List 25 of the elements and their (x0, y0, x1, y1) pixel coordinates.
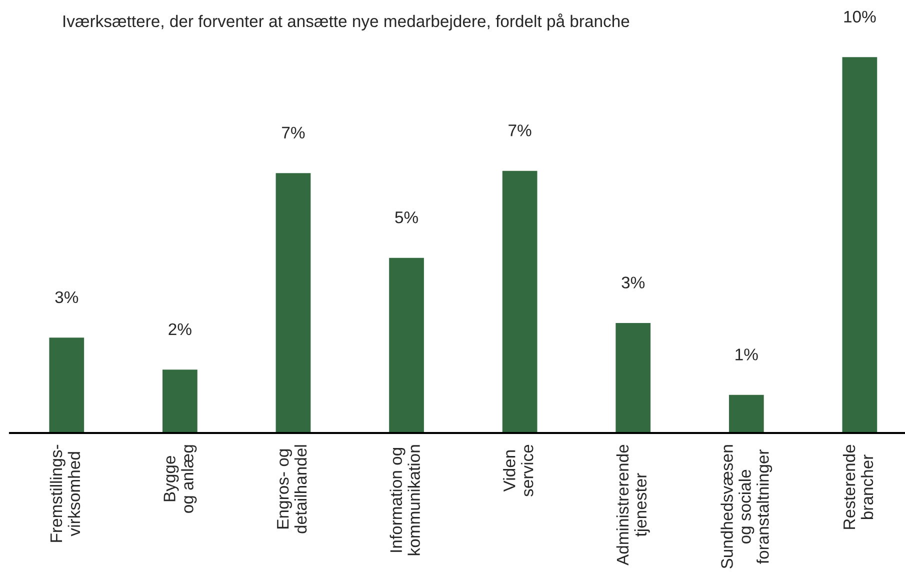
data-label: 1% (736, 348, 758, 360)
data-label: 3% (622, 276, 645, 288)
data-label: 7% (508, 124, 532, 136)
x-tick-label: Administrerende tjenester (616, 444, 650, 566)
x-tick-label: Fremstillings- virksomhed (50, 444, 80, 542)
bar (48, 336, 86, 433)
x-tick-label: Engros- og detailhandel (277, 445, 307, 534)
x-tick-label: Sundhedsvæsen og sociale foranstaltninger (720, 445, 772, 568)
data-label: 3% (55, 291, 78, 304)
bar (161, 368, 199, 433)
data-label: 5% (395, 212, 418, 224)
data-label: 2% (168, 323, 192, 336)
bar (274, 172, 312, 433)
data-label: 7% (282, 126, 305, 138)
x-tick-label: Viden service (503, 444, 534, 496)
bar (388, 256, 426, 433)
bar (840, 56, 879, 433)
x-tick-label: Resterende brancher (842, 444, 874, 529)
chart-title: Iværksættere, der forventer at ansætte nye medarbejdere, fordelt på branche (64, 14, 630, 30)
x-tick-label: Bygge og anlæg (164, 445, 197, 513)
bar (614, 322, 652, 433)
x-tick-label: Information og kommunikation (390, 445, 420, 556)
bar (728, 394, 766, 433)
bar (500, 169, 539, 433)
data-label: 10% (844, 10, 876, 23)
